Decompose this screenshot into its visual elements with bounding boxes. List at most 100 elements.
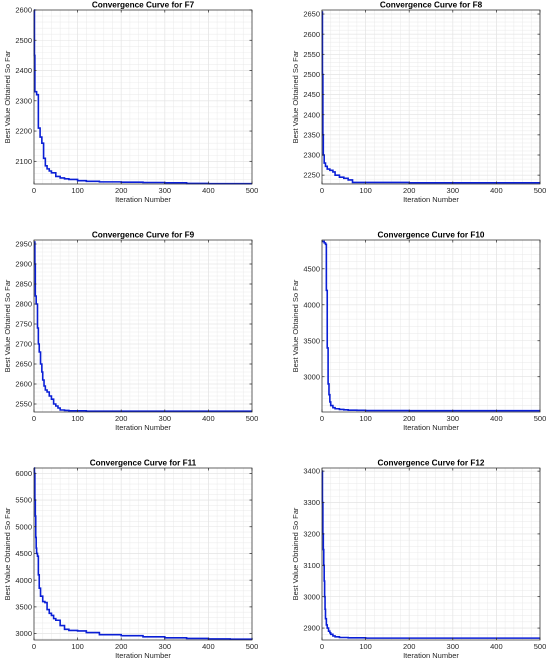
axes-box: [33, 9, 253, 185]
plot-area: [34, 240, 252, 412]
x-tick-label: 500: [246, 642, 259, 651]
convergence-line: [33, 467, 253, 640]
y-tick-label: 2600: [15, 380, 32, 389]
y-tick-label: 2200: [15, 127, 32, 136]
y-tick-label: 2950: [15, 240, 32, 249]
x-tick-label: 500: [534, 186, 547, 195]
y-tick-label: 2900: [15, 260, 32, 269]
x-tick-label: 300: [447, 414, 460, 423]
axes-box: [321, 239, 541, 413]
y-tick-label: 2500: [15, 36, 32, 45]
axes-box: [33, 239, 253, 413]
x-tick-label: 0: [320, 186, 324, 195]
y-tick-label: 3000: [303, 592, 320, 601]
y-tick-label: 4000: [303, 300, 320, 309]
x-tick-label: 0: [320, 414, 324, 423]
chart-f9: 0 100 200 300 400 500 2550 2600 2650 2700 2750 2800…: [3, 231, 258, 433]
chart-f7: 0 100 200 300 400 500 2100 2200 2300 2400 2500 2600…: [3, 1, 258, 205]
y-tick-label: 2100: [15, 157, 32, 166]
y-tick-label: 5500: [15, 496, 32, 505]
axes-box: [321, 9, 541, 185]
y-tick-label: 2250: [303, 171, 320, 180]
x-tick-label: 0: [320, 642, 324, 651]
x-axis-label: Iteration Number: [115, 423, 171, 432]
x-tick-label: 500: [246, 186, 259, 195]
chart-title: Convergence Curve for F11: [90, 459, 197, 468]
chart-f12: 0 100 200 300 400 500 2900 3000 3100 3200 3300 3400…: [291, 459, 546, 661]
x-tick-label: 400: [490, 186, 503, 195]
chart-f8: 0 100 200 300 400 500 2250 2300 2350 2400 2450 2500…: [291, 1, 546, 205]
x-axis-label: Iteration Number: [403, 423, 459, 432]
y-tick-label: 3000: [15, 629, 32, 638]
y-axis-label: Best Value Obtained So Far: [291, 50, 300, 143]
y-tick-label: 2900: [303, 624, 320, 633]
chart-f10: 0 100 200 300 400 500 3000 3500 4000 4500 Converge…: [291, 231, 546, 433]
x-tick-label: 500: [534, 414, 547, 423]
x-tick-label: 200: [403, 642, 416, 651]
plot-area: [322, 240, 540, 412]
x-tick-label: 300: [159, 414, 172, 423]
y-tick-label: 2300: [15, 96, 32, 105]
x-tick-label: 100: [359, 642, 372, 651]
chart-f11: 0 100 200 300 400 500 3000 3500 4000 4500 5000 5500…: [3, 459, 258, 661]
x-tick-label: 200: [115, 186, 128, 195]
x-axis-label: Iteration Number: [115, 195, 171, 204]
y-tick-label: 2550: [303, 50, 320, 59]
y-tick-label: 4000: [15, 576, 32, 585]
x-tick-label: 0: [32, 414, 36, 423]
y-tick-label: 2600: [303, 30, 320, 39]
x-tick-label: 200: [115, 642, 128, 651]
y-tick-label: 6000: [15, 469, 32, 478]
x-tick-label: 400: [202, 186, 215, 195]
convergence-line: [321, 470, 540, 639]
plot-area: [34, 10, 252, 184]
chart-title: Convergence Curve for F12: [378, 459, 485, 468]
plot-area: [34, 468, 252, 640]
y-tick-label: 2550: [15, 400, 32, 409]
axes-box: [33, 467, 253, 641]
y-tick-label: 4500: [15, 549, 32, 558]
y-tick-label: 2600: [15, 6, 32, 15]
y-tick-label: 5000: [15, 522, 32, 531]
y-tick-label: 2350: [303, 130, 320, 139]
x-tick-label: 300: [447, 186, 460, 195]
x-tick-label: 200: [115, 414, 128, 423]
x-tick-label: 200: [403, 414, 416, 423]
convergence-line: [33, 9, 252, 185]
x-axis-label: Iteration Number: [403, 651, 459, 660]
y-axis-label: Best Value Obtained So Far: [291, 279, 300, 372]
y-tick-label: 2750: [15, 320, 32, 329]
x-tick-label: 400: [202, 642, 215, 651]
y-tick-label: 2650: [15, 360, 32, 369]
y-tick-label: 2850: [15, 280, 32, 289]
chart-title: Convergence Curve for F9: [92, 231, 195, 240]
y-tick-label: 2500: [303, 70, 320, 79]
y-tick-label: 2700: [15, 340, 32, 349]
x-tick-label: 100: [71, 642, 84, 651]
y-tick-label: 3100: [303, 561, 320, 570]
y-tick-label: 4500: [303, 264, 320, 273]
x-tick-label: 100: [359, 186, 372, 195]
y-tick-label: 3400: [303, 467, 320, 476]
y-tick-label: 2400: [15, 66, 32, 75]
chart-title: Convergence Curve for F10: [378, 231, 485, 240]
y-axis-label: Best Value Obtained So Far: [3, 507, 12, 600]
convergence-line: [321, 11, 540, 184]
convergence-line: [34, 241, 252, 412]
y-tick-label: 2450: [303, 90, 320, 99]
y-tick-label: 3200: [303, 530, 320, 539]
x-axis-label: Iteration Number: [403, 195, 459, 204]
y-axis-label: Best Value Obtained So Far: [3, 279, 12, 372]
x-tick-label: 500: [246, 414, 259, 423]
x-tick-label: 0: [32, 186, 36, 195]
x-tick-label: 300: [159, 642, 172, 651]
x-tick-label: 300: [159, 186, 172, 195]
y-tick-label: 3500: [303, 336, 320, 345]
y-tick-label: 3500: [15, 602, 32, 611]
y-tick-label: 2650: [303, 10, 320, 19]
x-tick-label: 500: [534, 642, 547, 651]
x-tick-label: 400: [202, 414, 215, 423]
x-tick-label: 400: [490, 642, 503, 651]
axes-box: [321, 467, 541, 641]
